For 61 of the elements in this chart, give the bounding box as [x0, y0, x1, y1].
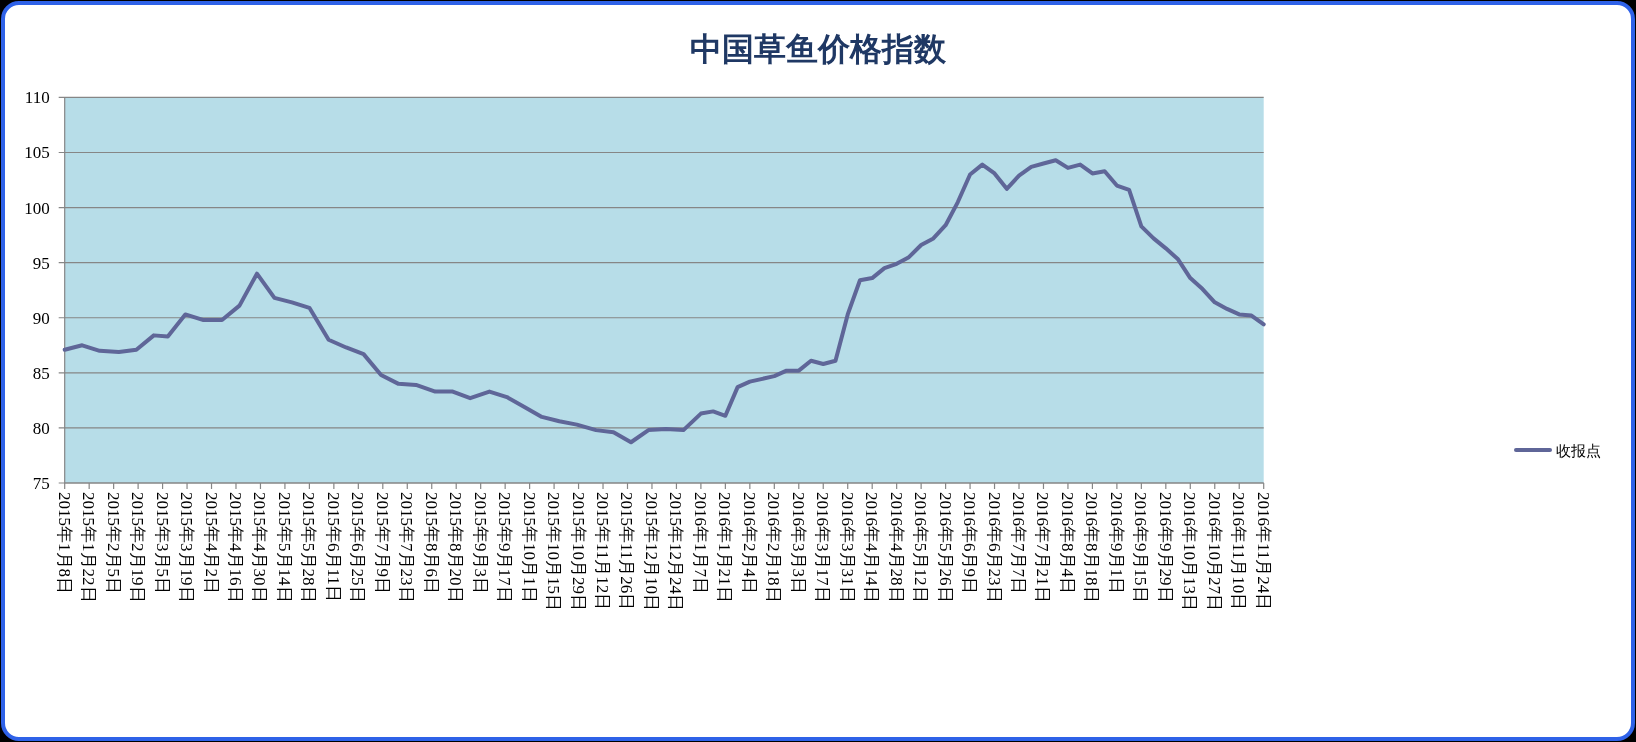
x-tick-label: 2015年10月15日 [544, 492, 564, 611]
y-tick-label: 85 [32, 363, 50, 383]
x-tick-label: 2015年12月10日 [641, 492, 661, 611]
x-tick-label: 2016年4月14日 [862, 492, 882, 603]
x-tick-label: 2015年4月30日 [250, 492, 270, 603]
y-tick-label: 75 [32, 474, 50, 493]
x-tick-label: 2015年1月22日 [79, 492, 99, 603]
y-tick-label: 105 [24, 143, 50, 163]
x-tick-label: 2016年9月15日 [1131, 492, 1151, 603]
x-tick-label: 2016年6月9日 [960, 492, 980, 594]
x-tick-label: 2016年9月1日 [1106, 492, 1126, 594]
x-tick-label: 2016年2月4日 [739, 492, 759, 594]
x-tick-label: 2015年5月28日 [299, 492, 319, 603]
x-tick-label: 2016年7月21日 [1033, 492, 1053, 603]
x-tick-label: 2016年1月21日 [715, 492, 735, 603]
x-tick-label: 2015年4月2日 [201, 492, 221, 594]
x-tick-label: 2015年9月3日 [470, 492, 490, 594]
x-tick-label: 2016年5月26日 [935, 492, 955, 603]
x-tick-label: 2015年1月8日 [54, 492, 74, 594]
x-tick-label: 2015年12月24日 [666, 492, 686, 611]
x-tick-label: 2015年11月26日 [617, 492, 637, 611]
x-tick-label: 2016年3月31日 [837, 492, 857, 603]
y-tick-label: 110 [24, 88, 50, 108]
y-tick-label: 95 [32, 253, 50, 273]
x-tick-label: 2016年8月18日 [1082, 492, 1102, 603]
x-tick-label: 2016年11月10日 [1229, 492, 1249, 611]
x-tick-label: 2015年11月12日 [593, 492, 613, 611]
x-tick-label: 2016年10月27日 [1204, 492, 1224, 611]
x-tick-label: 2016年2月18日 [764, 492, 784, 603]
line-series [62, 158, 1266, 445]
x-tick-label: 2015年2月5日 [103, 492, 123, 594]
x-tick-label: 2015年3月19日 [177, 492, 197, 603]
y-tick-label: 90 [32, 308, 50, 328]
x-tick-label: 2015年7月9日 [372, 492, 392, 594]
x-tick-label: 2015年6月11日 [323, 492, 343, 602]
y-tick-label: 80 [32, 418, 50, 438]
x-tick-label: 2016年10月13日 [1180, 492, 1200, 611]
x-tick-label: 2015年8月20日 [446, 492, 466, 603]
x-tick-label: 2015年7月23日 [397, 492, 417, 603]
x-tick-label: 2015年3月5日 [152, 492, 172, 594]
chart-title: 中国草鱼价格指数 [690, 30, 947, 68]
x-tick-label: 2015年5月14日 [274, 492, 294, 603]
x-tick-label: 2015年9月17日 [495, 492, 515, 603]
y-tick-label: 100 [24, 198, 50, 218]
x-tick-label: 2016年6月23日 [984, 492, 1004, 603]
x-tick-label: 2016年8月4日 [1057, 492, 1077, 594]
x-tick-label: 2016年4月28日 [886, 492, 906, 603]
x-tick-label: 2016年3月3日 [788, 492, 808, 594]
x-tick-label: 2015年4月16日 [225, 492, 245, 603]
x-tick-label: 2016年5月12日 [911, 492, 931, 603]
x-tick-label: 2016年9月29日 [1155, 492, 1175, 603]
x-tick-label: 2016年7月7日 [1009, 492, 1029, 594]
x-tick-label: 2015年10月1日 [519, 492, 539, 603]
x-tick-label: 2016年3月17日 [813, 492, 833, 603]
x-tick-label: 2015年6月25日 [348, 492, 368, 603]
x-tick-label: 2015年10月29日 [568, 492, 588, 611]
x-tick-label: 2016年1月7日 [690, 492, 710, 594]
x-tick-label: 2016年11月24日 [1253, 492, 1273, 611]
x-tick-label: 2015年2月19日 [128, 492, 148, 603]
legend-label: 收报点 [1556, 442, 1601, 460]
x-tick-label: 2015年8月6日 [421, 492, 441, 594]
